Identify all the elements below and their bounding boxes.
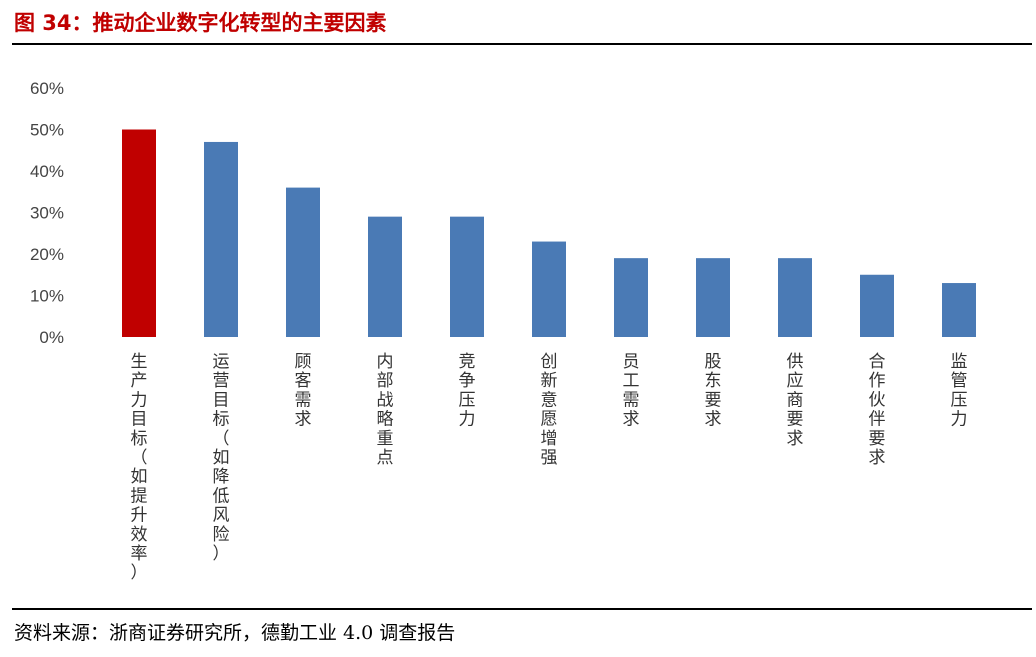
x-category-label: 创新意愿增强 <box>541 352 558 468</box>
y-tick-label: 40% <box>30 162 64 181</box>
y-tick-label: 0% <box>39 328 64 347</box>
y-tick-label: 30% <box>30 204 64 223</box>
bar <box>614 258 648 337</box>
bar-chart: 0% 10% 20% 30% 40% 50% 60% 生产力目标（如提升效率） 运营目标（如降低… <box>30 79 976 583</box>
bar <box>532 241 566 337</box>
y-tick-label: 10% <box>30 287 64 306</box>
bar <box>696 258 730 337</box>
bar <box>450 216 484 337</box>
x-category-label: 合作伙伴要求 <box>869 352 886 468</box>
x-category-label: 内部战略重点 <box>377 352 394 468</box>
bar <box>860 274 894 337</box>
x-category-label: 员工需求 <box>623 352 640 430</box>
x-category-label: 顾客需求 <box>295 352 312 430</box>
bar <box>122 129 156 337</box>
x-category-label: 运营目标（如降低风险） <box>213 352 230 564</box>
bar <box>204 141 238 337</box>
bar <box>368 216 402 337</box>
bar <box>286 187 320 337</box>
x-category-label: 生产力目标（如提升效率） <box>131 352 148 583</box>
page-title: 图 34：推动企业数字化转型的主要因素 <box>14 11 387 35</box>
title-divider <box>12 43 1032 45</box>
source-note: 资料来源：浙商证券研究所，德勤工业 4.0 调查报告 <box>14 622 456 644</box>
y-tick-label: 50% <box>30 121 64 140</box>
y-tick-label: 60% <box>30 79 64 98</box>
x-category-label: 监管压力 <box>951 352 968 430</box>
footer-divider <box>12 608 1032 610</box>
x-category-label: 股东要求 <box>705 352 722 430</box>
bar <box>942 283 976 337</box>
x-category-label: 供应商要求 <box>787 352 804 449</box>
y-tick-label: 20% <box>30 245 64 264</box>
x-category-label: 竞争压力 <box>459 352 476 430</box>
bar <box>778 258 812 337</box>
